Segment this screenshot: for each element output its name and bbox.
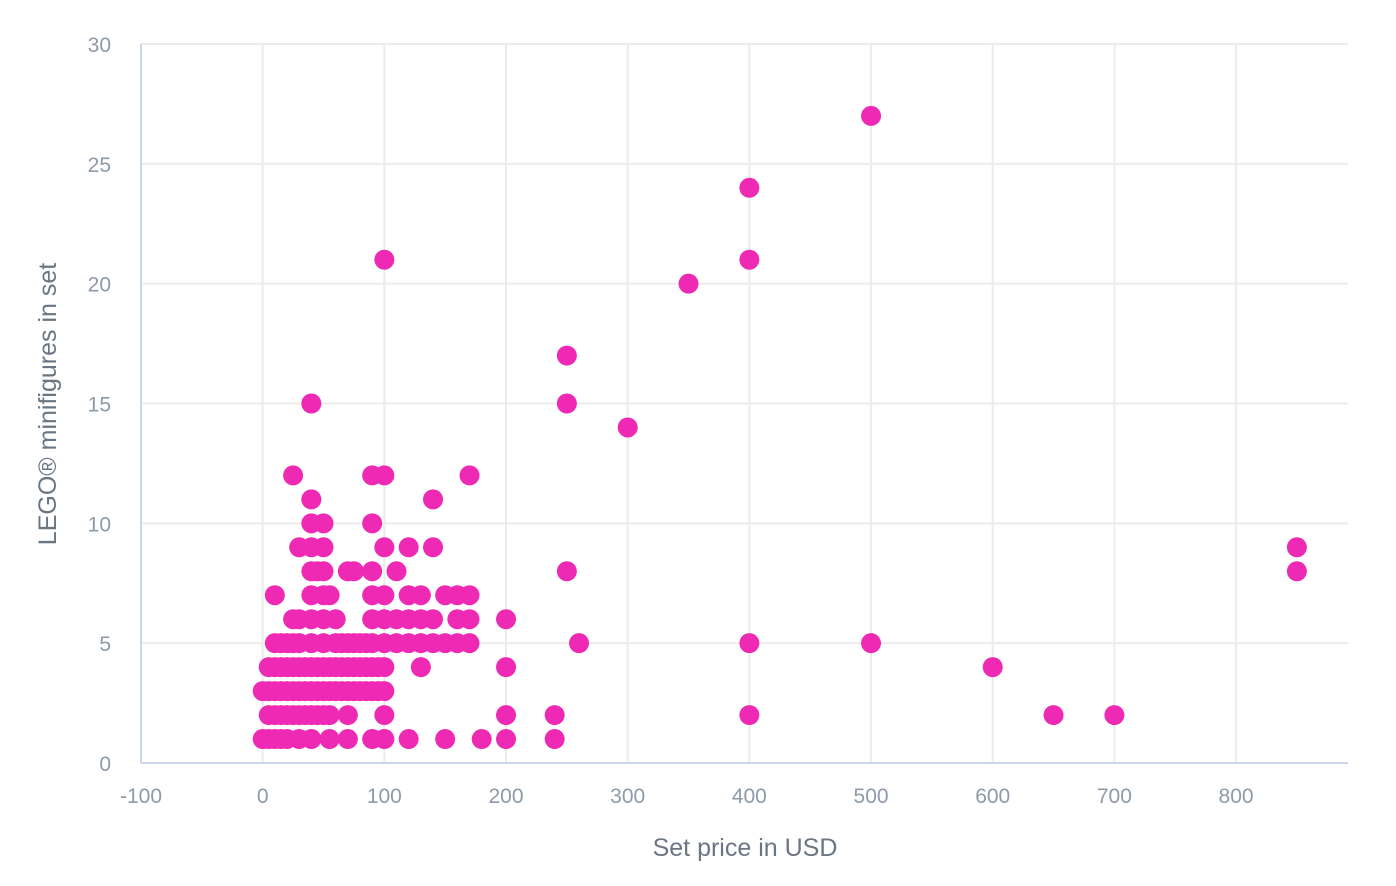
- y-tick-label: 20: [88, 274, 111, 297]
- data-point[interactable]: [374, 585, 395, 606]
- data-point[interactable]: [496, 609, 517, 630]
- x-tick-label: 200: [488, 785, 523, 808]
- data-point[interactable]: [362, 513, 383, 534]
- data-point[interactable]: [459, 609, 480, 630]
- data-point[interactable]: [739, 249, 760, 270]
- data-point[interactable]: [264, 585, 285, 606]
- data-point[interactable]: [301, 393, 322, 414]
- data-point[interactable]: [678, 273, 699, 294]
- data-point[interactable]: [374, 657, 395, 678]
- y-tick-label: 15: [88, 394, 111, 417]
- data-point[interactable]: [374, 729, 395, 750]
- data-point[interactable]: [386, 561, 407, 582]
- data-point[interactable]: [319, 585, 340, 606]
- x-tick-label: 500: [854, 785, 889, 808]
- x-tick-label: 300: [610, 785, 645, 808]
- data-point[interactable]: [398, 537, 419, 558]
- data-point[interactable]: [556, 345, 577, 366]
- data-point[interactable]: [410, 585, 431, 606]
- x-tick-label: 400: [732, 785, 767, 808]
- data-point[interactable]: [1286, 537, 1307, 558]
- x-axis-title: Set price in USD: [653, 834, 838, 862]
- y-tick-label: 5: [99, 633, 111, 656]
- data-point[interactable]: [739, 633, 760, 654]
- data-point[interactable]: [459, 633, 480, 654]
- x-tick-label: 800: [1219, 785, 1254, 808]
- y-tick-label: 25: [88, 154, 111, 177]
- data-point[interactable]: [569, 633, 590, 654]
- data-point[interactable]: [459, 585, 480, 606]
- data-point[interactable]: [301, 489, 322, 510]
- x-axis-ticks: -100 0 100 200 300 400 500 600 700 800: [120, 785, 1254, 808]
- data-point[interactable]: [496, 705, 517, 726]
- data-point[interactable]: [423, 537, 444, 558]
- data-point[interactable]: [423, 489, 444, 510]
- data-point[interactable]: [410, 657, 431, 678]
- data-point[interactable]: [319, 705, 340, 726]
- data-point[interactable]: [313, 561, 334, 582]
- y-gridlines: [141, 43, 1348, 645]
- y-axis-title: LEGO® minifigures in set: [34, 263, 62, 545]
- data-point[interactable]: [556, 393, 577, 414]
- data-points: [252, 105, 1307, 750]
- data-point[interactable]: [325, 609, 346, 630]
- y-tick-label: 0: [99, 753, 111, 776]
- data-point[interactable]: [374, 465, 395, 486]
- data-point[interactable]: [283, 465, 304, 486]
- data-point[interactable]: [556, 561, 577, 582]
- y-tick-label: 30: [88, 34, 111, 57]
- data-point[interactable]: [374, 681, 395, 702]
- data-point[interactable]: [343, 561, 364, 582]
- data-point[interactable]: [337, 729, 358, 750]
- data-point[interactable]: [496, 729, 517, 750]
- data-point[interactable]: [471, 729, 492, 750]
- data-point[interactable]: [435, 729, 456, 750]
- x-tick-label: 600: [975, 785, 1010, 808]
- data-point[interactable]: [861, 633, 882, 654]
- x-tick-label: 0: [257, 785, 269, 808]
- y-axis-ticks: 0 5 10 15 20 25 30: [88, 34, 111, 776]
- data-point[interactable]: [374, 249, 395, 270]
- data-point[interactable]: [374, 537, 395, 558]
- data-point[interactable]: [617, 417, 638, 438]
- data-point[interactable]: [1104, 705, 1125, 726]
- x-tick-label: 100: [367, 785, 402, 808]
- data-point[interactable]: [301, 729, 322, 750]
- data-point[interactable]: [313, 537, 334, 558]
- data-point[interactable]: [362, 561, 383, 582]
- data-point[interactable]: [544, 729, 565, 750]
- data-point[interactable]: [313, 513, 334, 534]
- data-point[interactable]: [1043, 705, 1064, 726]
- y-tick-label: 10: [88, 513, 111, 536]
- data-point[interactable]: [423, 609, 444, 630]
- x-tick-label: 700: [1097, 785, 1132, 808]
- data-point[interactable]: [319, 729, 340, 750]
- data-point[interactable]: [739, 177, 760, 198]
- data-point[interactable]: [739, 705, 760, 726]
- data-point[interactable]: [544, 705, 565, 726]
- data-point[interactable]: [496, 657, 517, 678]
- data-point[interactable]: [459, 465, 480, 486]
- data-point[interactable]: [1286, 561, 1307, 582]
- data-point[interactable]: [337, 705, 358, 726]
- data-point[interactable]: [374, 705, 395, 726]
- data-point[interactable]: [398, 729, 419, 750]
- data-point[interactable]: [861, 105, 882, 126]
- data-point[interactable]: [982, 657, 1003, 678]
- x-tick-label: -100: [120, 785, 162, 808]
